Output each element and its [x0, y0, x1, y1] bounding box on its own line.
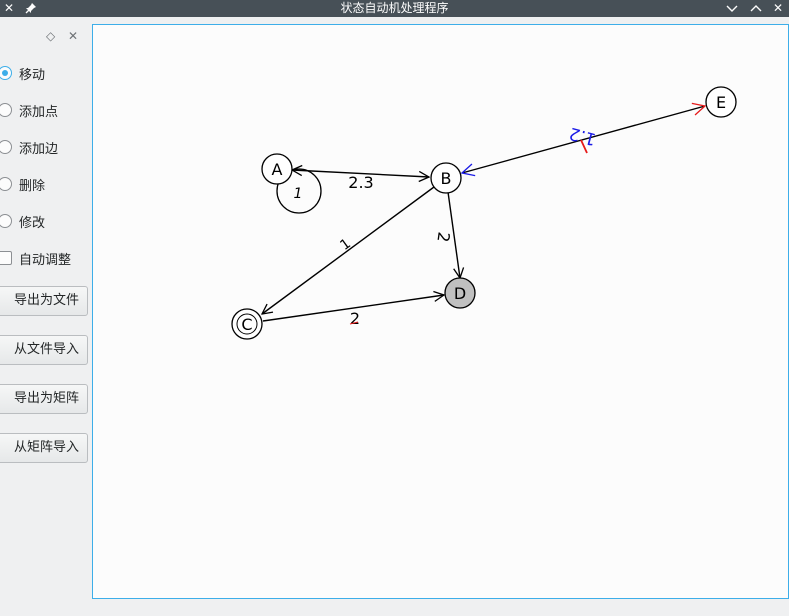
- radio-indicator[interactable]: [0, 103, 12, 117]
- edge-b-d[interactable]: [447, 191, 460, 278]
- edge-b-d-label: 2: [433, 231, 453, 244]
- radio-add-node[interactable]: 添加点: [0, 100, 58, 120]
- radio-label: 修改: [19, 215, 46, 231]
- radio-label: 移动: [19, 67, 46, 83]
- radio-label: 添加点: [19, 104, 59, 120]
- window-title: 状态自动机处理程序: [340, 1, 449, 15]
- edge-b-c-label: 1: [337, 236, 354, 254]
- radio-add-edge[interactable]: 添加边: [0, 137, 58, 157]
- status-bar: [0, 599, 789, 616]
- title-bar: ✕ 状态自动机处理程序 ✕: [0, 0, 789, 17]
- edge-b-c[interactable]: [262, 186, 435, 314]
- radio-indicator[interactable]: [0, 214, 12, 228]
- pin-icon[interactable]: [22, 0, 40, 17]
- window-close-icon[interactable]: ✕: [772, 1, 784, 15]
- radio-indicator[interactable]: [0, 177, 12, 191]
- import-file-button[interactable]: 从文件导入: [0, 335, 88, 365]
- node-e[interactable]: E: [705, 86, 737, 118]
- radio-modify[interactable]: 修改: [0, 211, 45, 231]
- node-d-label: D: [454, 284, 466, 303]
- auto-adjust-checkbox[interactable]: 自动调整: [0, 248, 71, 268]
- export-file-button[interactable]: 导出为文件: [0, 286, 88, 316]
- float-dock-icon[interactable]: ◇: [46, 29, 56, 43]
- node-c-label: C: [241, 315, 252, 334]
- tool-dock: ◇ ✕ 移动 添加点 添加边 删除 修改 自动调整 导出为文件 从文件导入 导出…: [0, 17, 89, 599]
- node-a[interactable]: A: [261, 153, 293, 185]
- close-dock-icon[interactable]: ✕: [68, 29, 79, 43]
- edge-b-c-label-group: 1: [337, 236, 354, 254]
- close-icon[interactable]: ✕: [3, 1, 15, 15]
- edge-a-b[interactable]: [292, 170, 429, 177]
- radio-indicator[interactable]: [0, 66, 12, 80]
- checkbox-indicator[interactable]: [0, 251, 12, 265]
- minimize-icon[interactable]: [723, 0, 741, 17]
- radio-label: 添加边: [19, 141, 59, 157]
- edge-b-e[interactable]: [462, 106, 705, 173]
- node-c[interactable]: C: [231, 308, 263, 340]
- chevron-up-glyph: [750, 5, 762, 12]
- import-matrix-button[interactable]: 从矩阵导入: [0, 433, 88, 463]
- export-matrix-button[interactable]: 导出为矩阵: [0, 384, 88, 414]
- radio-move[interactable]: 移动: [0, 63, 45, 83]
- edge-b-e-red-tick: [580, 139, 588, 154]
- edge-a-loop-label: 1: [294, 186, 303, 202]
- graph-svg[interactable]: 2.3 1 1.2 1 2 2 A B: [93, 25, 788, 598]
- radio-indicator[interactable]: [0, 140, 12, 154]
- node-e-label: E: [716, 93, 726, 112]
- edge-c-d-tick: [349, 321, 359, 325]
- checkbox-label: 自动调整: [19, 252, 72, 268]
- maximize-icon[interactable]: [747, 0, 765, 17]
- pin-glyph: [25, 3, 36, 14]
- node-b-label: B: [441, 169, 452, 188]
- edge-c-d-label: 2: [350, 309, 360, 328]
- node-b[interactable]: B: [430, 162, 462, 194]
- node-d[interactable]: D: [444, 277, 476, 309]
- node-a-label: A: [272, 160, 283, 179]
- radio-delete[interactable]: 删除: [0, 174, 45, 194]
- edge-c-d[interactable]: [262, 295, 444, 322]
- edge-a-b-label: 2.3: [348, 173, 373, 192]
- chevron-down-glyph: [726, 5, 738, 12]
- edge-b-d-label-group: 2: [433, 231, 453, 244]
- radio-label: 删除: [19, 178, 46, 194]
- edge-a-self-loop[interactable]: [276, 168, 322, 214]
- graph-canvas[interactable]: 2.3 1 1.2 1 2 2 A B: [92, 24, 789, 599]
